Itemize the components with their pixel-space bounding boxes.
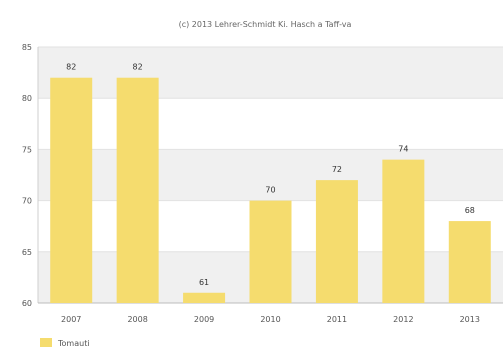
x-tick-label: 2008: [127, 315, 147, 324]
x-tick-label: 2013: [460, 315, 480, 324]
bar[interactable]: [315, 180, 358, 303]
x-tick-label: 2012: [393, 315, 413, 324]
bar[interactable]: [50, 77, 93, 303]
bars: [50, 77, 491, 303]
chart-subtitle: (c) 2013 Lehrer-Schmidt Ki. Hasch a Taff…: [179, 20, 352, 29]
bar[interactable]: [382, 159, 425, 303]
bar[interactable]: [249, 200, 292, 303]
bar[interactable]: [116, 77, 159, 303]
plot-band: [38, 47, 503, 99]
data-labels: 82 82 61 70 72 74 68: [66, 63, 475, 287]
x-tick-label: 2007: [61, 315, 81, 324]
plot-band: [38, 149, 503, 201]
data-label: 68: [465, 206, 475, 215]
legend-swatch: [40, 338, 52, 347]
data-label: 82: [133, 63, 143, 72]
data-label: 70: [265, 186, 275, 195]
data-label: 72: [332, 165, 342, 174]
y-tick-label: 85: [22, 43, 32, 52]
data-label: 74: [398, 145, 408, 154]
x-tick-label: 2011: [327, 315, 347, 324]
x-tick-label: 2010: [260, 315, 280, 324]
x-tick-label: 2009: [194, 315, 214, 324]
y-tick-label: 70: [22, 197, 32, 206]
bar[interactable]: [183, 292, 226, 303]
y-tick-label: 60: [22, 299, 32, 308]
bar[interactable]: [448, 221, 491, 303]
y-tick-label: 65: [22, 248, 32, 257]
y-tick-label: 80: [22, 94, 32, 103]
legend[interactable]: Tomauti: [40, 338, 90, 348]
data-label: 82: [66, 63, 76, 72]
y-tick-label: 75: [22, 145, 32, 154]
legend-label: Tomauti: [57, 339, 90, 348]
x-axis: 2007 2008 2009 2010 2011 2012 2013: [38, 302, 503, 324]
data-label: 61: [199, 278, 209, 287]
